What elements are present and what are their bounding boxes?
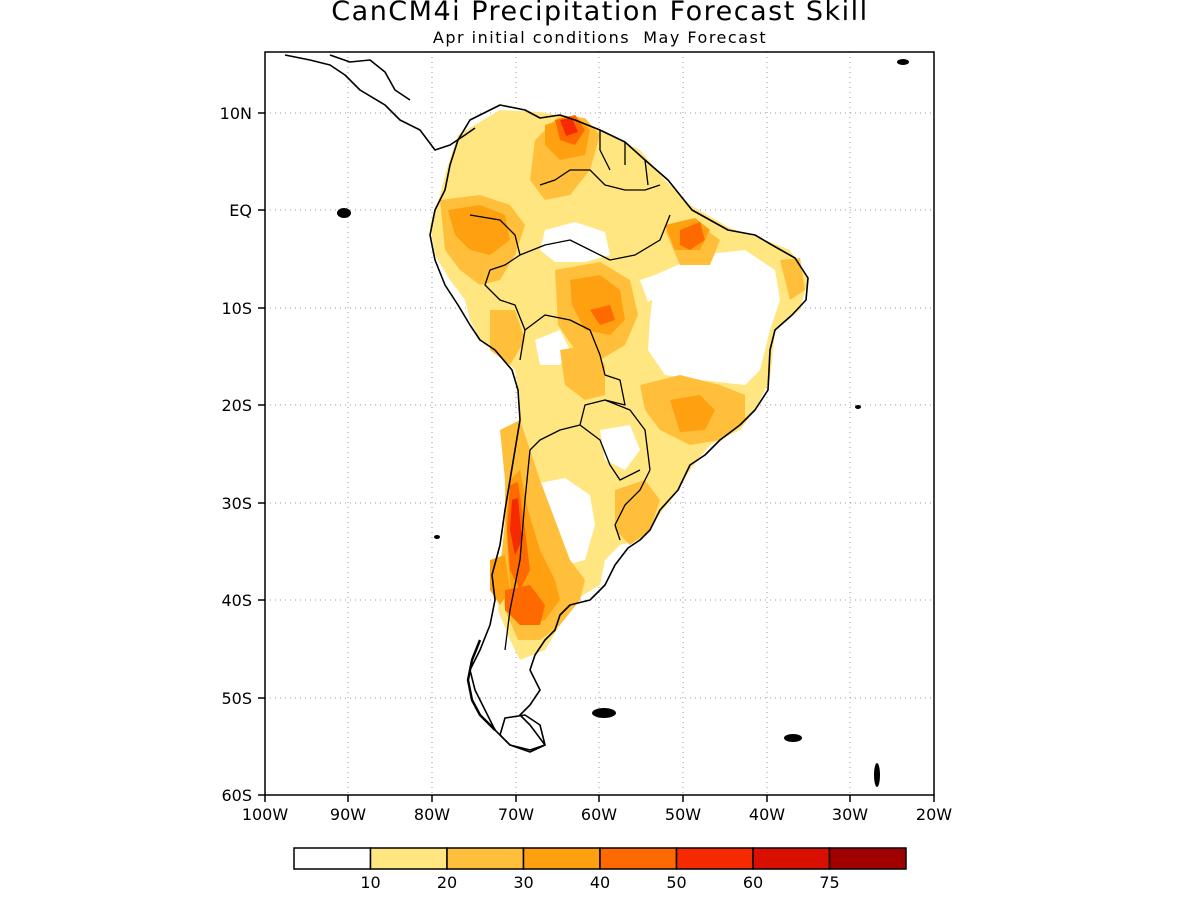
central-america-north-coast — [329, 54, 411, 101]
lat-label-10s: 10S — [221, 299, 252, 318]
colorbar-box-7 — [752, 847, 831, 870]
colorbar-label-40: 40 — [590, 873, 610, 892]
galapagos-islands — [337, 208, 351, 218]
lon-label-80w: 80W — [414, 805, 450, 824]
south-america-outline — [429, 104, 809, 753]
colorbar-label-20: 20 — [437, 873, 457, 892]
colorbar-label-60: 60 — [743, 873, 763, 892]
latitude-labels: 10N EQ 10S 20S 30S 40S 50S 60S — [220, 104, 252, 805]
lon-label-20w: 20W — [916, 805, 952, 824]
longitude-labels: 100W 90W 80W 70W 60W 50W 40W 30W 20W — [242, 805, 952, 824]
coastlines — [284, 54, 809, 753]
colorbar-labels: 10 20 30 40 50 60 75 — [360, 873, 839, 892]
skill-50-60 — [510, 118, 578, 555]
lon-label-30w: 30W — [832, 805, 868, 824]
colorbar-label-30: 30 — [513, 873, 533, 892]
colorbar-box-3 — [446, 847, 525, 870]
lat-label-20s: 20S — [221, 396, 252, 415]
skill-10-20 — [430, 110, 808, 660]
central-america-coast — [284, 54, 476, 151]
colorbar-box-5 — [599, 847, 678, 870]
skill-shading — [430, 110, 808, 660]
country-borders — [469, 130, 671, 651]
tierra-del-fuego — [499, 714, 546, 751]
lon-label-50w: 50W — [665, 805, 701, 824]
colorbar-label-10: 10 — [360, 873, 380, 892]
chile-archipelago — [466, 639, 496, 731]
juan-fernandez-island — [434, 535, 440, 539]
tristan-island — [874, 763, 880, 787]
lat-label-60s: 60S — [221, 786, 252, 805]
colorbar-box-8 — [828, 847, 907, 870]
lon-label-40w: 40W — [749, 805, 785, 824]
falkland-islands — [592, 708, 616, 718]
cape-verde-islands — [897, 59, 909, 65]
lat-label-40s: 40S — [221, 591, 252, 610]
colorbar-box-4 — [522, 847, 601, 870]
map-subtitle: Apr initial conditions May Forecast — [432, 28, 768, 47]
lon-label-100w: 100W — [242, 805, 289, 824]
skill-below-10 — [528, 222, 780, 565]
lat-label-30s: 30S — [221, 494, 252, 513]
lat-label-eq: EQ — [229, 201, 252, 220]
fernando-de-noronha-island — [855, 405, 861, 409]
lon-label-70w: 70W — [498, 805, 534, 824]
colorbar-box-6 — [675, 847, 754, 870]
colorbar — [293, 847, 907, 870]
tick-marks — [258, 112, 935, 802]
lat-label-50s: 50S — [221, 689, 252, 708]
colorbar-label-75: 75 — [819, 873, 839, 892]
colorbar-box-2 — [369, 847, 448, 870]
south-georgia-island — [784, 734, 802, 742]
lon-label-90w: 90W — [330, 805, 366, 824]
map-title: CanCM4i Precipitation Forecast Skill — [331, 0, 869, 27]
colorbar-box-1 — [293, 847, 372, 870]
lon-label-60w: 60W — [581, 805, 617, 824]
islands — [337, 59, 909, 787]
lat-label-10n: 10N — [220, 104, 252, 123]
colorbar-label-50: 50 — [666, 873, 686, 892]
